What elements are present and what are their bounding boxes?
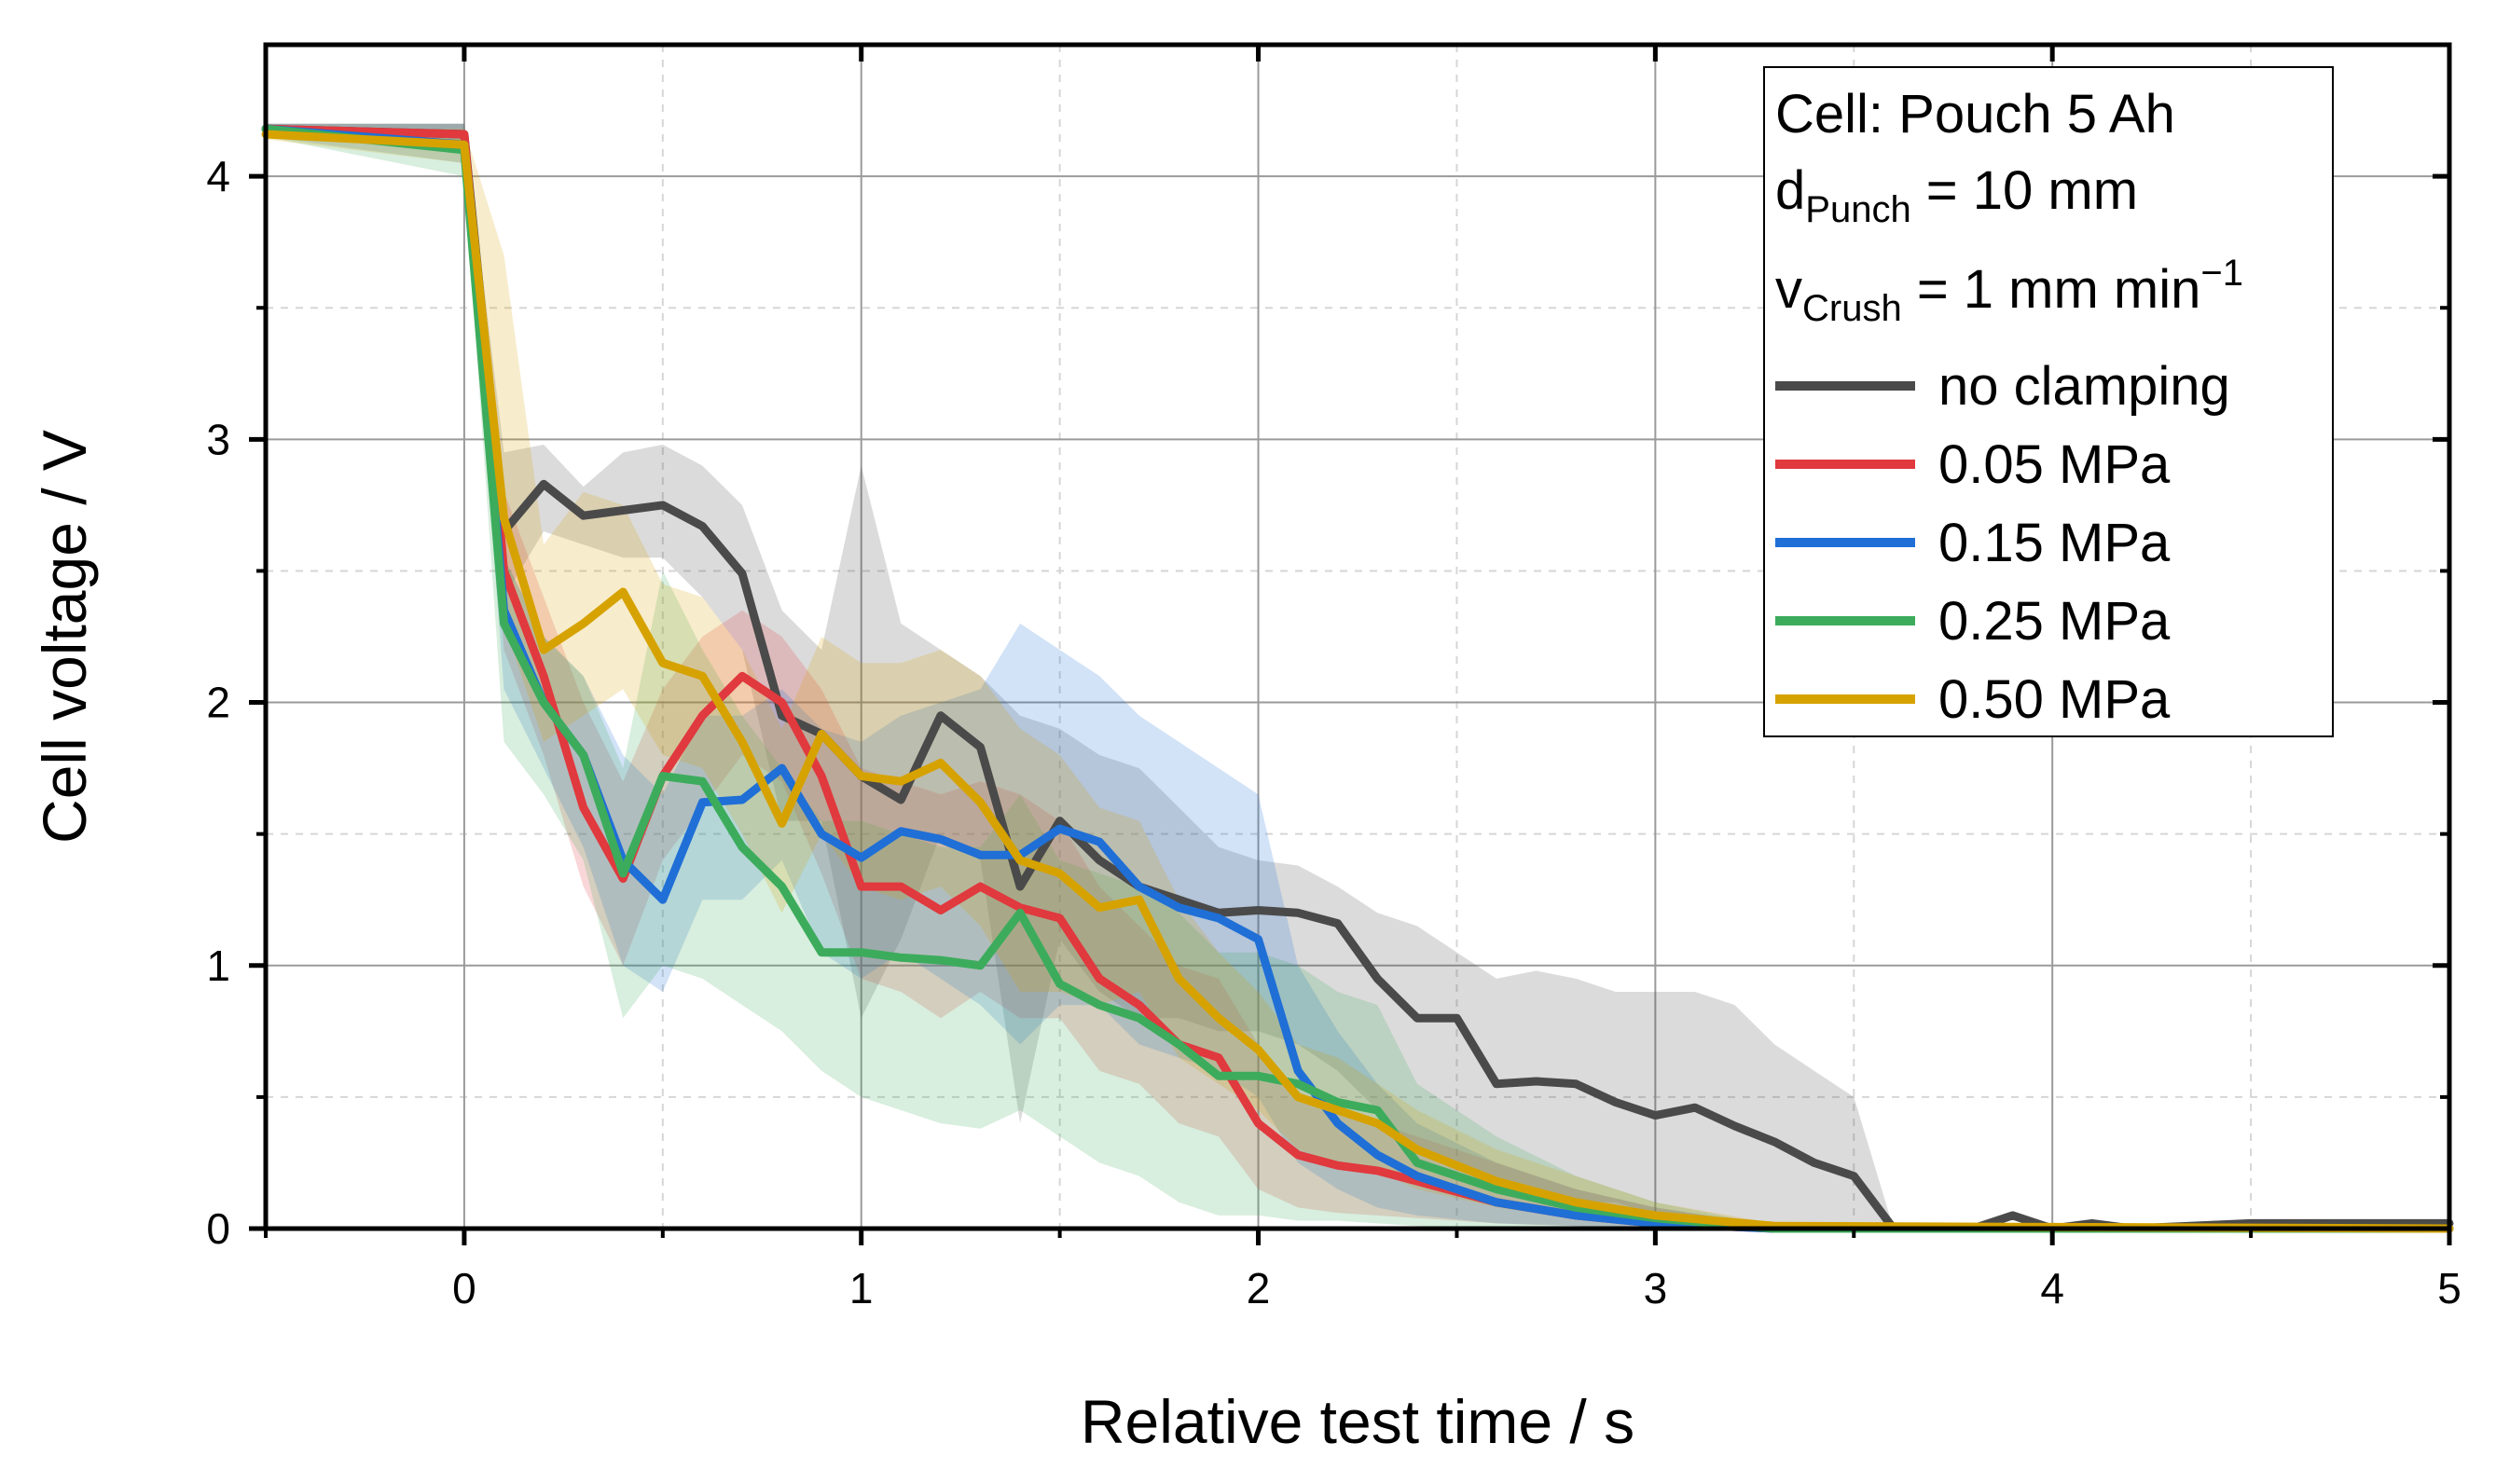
line-series-1 xyxy=(261,124,2454,1233)
legend-label-0: no clamping xyxy=(1938,356,2230,417)
punch-subscript: Punch xyxy=(1805,189,1910,230)
y-tick-label: 4 xyxy=(206,152,230,200)
x-tick-label: 2 xyxy=(1247,1264,1271,1312)
legend: Cell: Pouch 5 Ah dPunch = 10 mm vCrush =… xyxy=(1763,66,2334,737)
crush-value: = 1 mm min xyxy=(1902,259,2201,320)
legend-punch-label: dPunch = 10 mm xyxy=(1775,160,2138,230)
x-tick-label: 3 xyxy=(1644,1264,1668,1312)
x-tick-label: 1 xyxy=(849,1264,874,1312)
x-tick-label: 0 xyxy=(452,1264,476,1312)
crush-superscript: −1 xyxy=(2200,253,2243,294)
legend-entries: no clamping 0.05 MPa 0.15 MPa 0.25 MPa 0.50 … xyxy=(1775,356,2230,730)
legend-cell-label: Cell: Pouch 5 Ah xyxy=(1775,84,2175,144)
line-series-4 xyxy=(261,130,2454,1233)
legend-label-1: 0.05 MPa xyxy=(1938,434,2171,495)
x-tick-label: 4 xyxy=(2040,1264,2064,1312)
legend-crush-label: vCrush = 1 mm min−1 xyxy=(1775,253,2243,329)
y-tick-label: 1 xyxy=(206,941,230,990)
y-axis-title: Cell voltage / V xyxy=(30,430,99,844)
y-tick-label: 2 xyxy=(206,679,230,727)
x-tick-label: 5 xyxy=(2437,1264,2462,1312)
tick-labels: 0 1 2 3 4 5 0 1 2 3 4 xyxy=(206,152,2461,1312)
band-series-0 xyxy=(266,123,2449,1230)
axis-ticks xyxy=(249,45,2452,1245)
plot-frame xyxy=(263,42,2452,1231)
legend-label-3: 0.25 MPa xyxy=(1938,591,2171,652)
y-tick-label: 3 xyxy=(206,415,230,463)
line-series-3 xyxy=(261,124,2454,1233)
legend-label-4: 0.50 MPa xyxy=(1938,669,2171,730)
legend-label-2: 0.15 MPa xyxy=(1938,513,2171,573)
crush-subscript: Crush xyxy=(1802,288,1902,329)
y-tick-label: 0 xyxy=(206,1204,230,1253)
x-axis-title: Relative test time / s xyxy=(1081,1387,1634,1456)
crush-symbol: v xyxy=(1775,259,1802,320)
band-series-3 xyxy=(266,123,2449,1230)
punch-symbol: d xyxy=(1775,160,1805,221)
punch-value: = 10 mm xyxy=(1911,160,2138,221)
